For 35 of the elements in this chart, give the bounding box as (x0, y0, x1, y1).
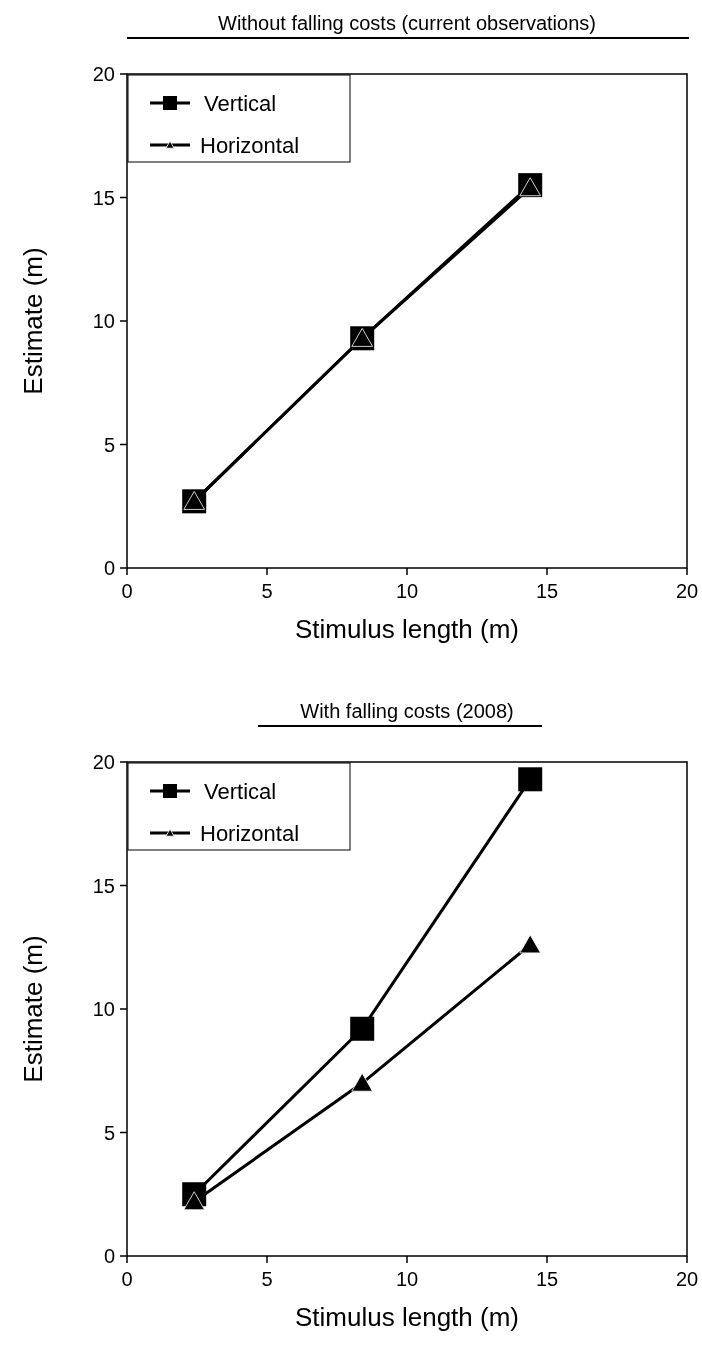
y-tick-label: 5 (103, 433, 115, 456)
y-tick-label: 10 (92, 998, 115, 1020)
y-tick-label: 20 (92, 63, 115, 85)
x-axis-title: Stimulus length (m) (295, 1302, 519, 1332)
point (518, 767, 543, 792)
y-tick-label: 5 (103, 1121, 115, 1144)
y-axis-title: Estimate (m) (18, 935, 48, 1083)
legend-label: Vertical (204, 91, 277, 116)
x-tick-label: 0 (121, 580, 133, 602)
point (519, 934, 541, 954)
x-tick-label: 5 (261, 580, 273, 602)
point (183, 1191, 205, 1211)
legend-label: Horizontal (200, 821, 300, 846)
y-tick-label: 0 (103, 1245, 115, 1267)
point (350, 1016, 375, 1041)
x-tick-label: 15 (535, 1268, 559, 1290)
legend-label: Vertical (204, 779, 277, 804)
y-tick-label: 15 (92, 186, 115, 209)
y-tick-label: 0 (103, 557, 115, 579)
x-tick-label: 0 (121, 1268, 133, 1290)
x-tick-label: 20 (675, 580, 699, 602)
y-tick-label: 20 (92, 751, 115, 773)
y-tick-label: 10 (92, 310, 115, 332)
x-tick-label: 20 (675, 1268, 699, 1290)
y-tick-label: 15 (92, 874, 115, 897)
y-axis-title: Estimate (m) (18, 247, 48, 395)
x-tick-label: 10 (395, 1268, 419, 1290)
x-tick-label: 5 (261, 1268, 273, 1290)
x-tick-label: 10 (395, 580, 419, 602)
chart-title: With falling costs (2008) (300, 700, 514, 722)
x-tick-label: 15 (535, 580, 559, 602)
legend-label: Horizontal (200, 133, 300, 158)
chart-title: Without falling costs (current observations) (218, 12, 596, 34)
x-axis-title: Stimulus length (m) (295, 614, 519, 644)
point (351, 1072, 373, 1092)
